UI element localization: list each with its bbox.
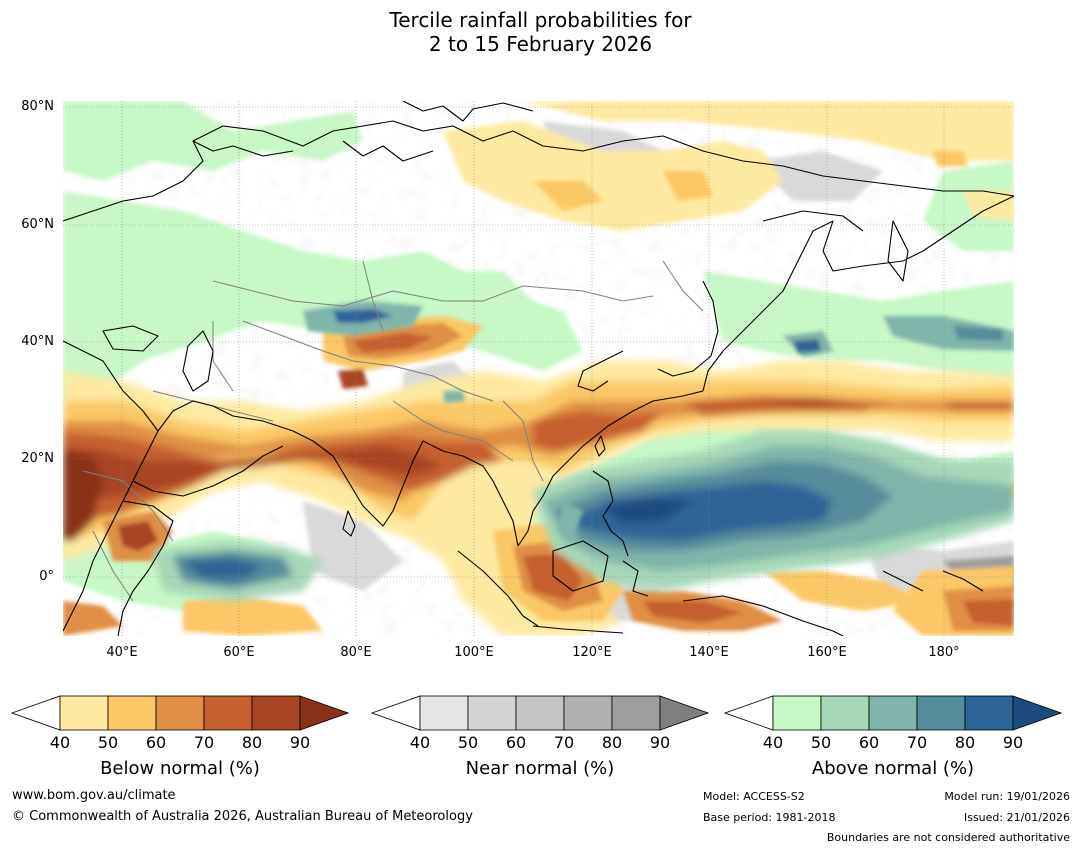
lon-label-120e: 120°E bbox=[572, 645, 612, 660]
above-normal-tick-label: 50 bbox=[810, 733, 832, 752]
above-normal-tick-label: 60 bbox=[858, 733, 880, 752]
below-normal-colorbar-segment bbox=[59, 695, 109, 731]
lon-label-40e: 40°E bbox=[106, 645, 138, 660]
near-normal-colorbar-segment bbox=[467, 695, 517, 731]
model-name: Model: ACCESS-S2 bbox=[703, 790, 805, 803]
near-normal-colorbar-segment bbox=[419, 695, 469, 731]
below-normal-horn-of-africa bbox=[103, 511, 173, 561]
country-borders bbox=[82, 260, 704, 602]
issued-date: Issued: 21/01/2026 bbox=[963, 811, 1070, 824]
below-normal-north-regions bbox=[443, 101, 1014, 231]
lon-label-80e: 80°E bbox=[340, 645, 372, 660]
below-normal-tick-label: 50 bbox=[97, 733, 119, 752]
near-normal-colorbar-segment bbox=[515, 695, 565, 731]
above-normal-colorbar-segment bbox=[964, 695, 1014, 731]
lat-label-0: 0° bbox=[39, 569, 54, 584]
lon-label-60e: 60°E bbox=[223, 645, 255, 660]
near-normal-tick-label: 90 bbox=[649, 733, 671, 752]
below-normal-tick-label: 60 bbox=[145, 733, 167, 752]
above-normal-tick-label: 40 bbox=[762, 733, 784, 752]
lat-label-40n: 40°N bbox=[21, 334, 54, 349]
near-normal-colorbar-title: Near normal (%) bbox=[465, 758, 615, 779]
below-normal-indonesia bbox=[63, 481, 1014, 636]
above-normal-colorbar-svg bbox=[723, 695, 1063, 731]
below-normal-colorbar-under-arrow bbox=[10, 695, 61, 731]
lat-label-80n: 80°N bbox=[21, 99, 54, 114]
copyright-text: © Commonwealth of Australia 2026, Austra… bbox=[12, 809, 473, 824]
below-normal-colorbar-segment bbox=[203, 695, 253, 731]
coastlines bbox=[63, 101, 1014, 636]
rainfall-probability-map[interactable] bbox=[63, 101, 1014, 636]
below-normal-colorbar-segment bbox=[107, 695, 157, 731]
base-period: Base period: 1981-2018 bbox=[703, 811, 836, 824]
boundaries-disclaimer: Boundaries are not considered authoritat… bbox=[826, 831, 1070, 844]
above-normal-colorbar-over-arrow bbox=[1012, 695, 1063, 731]
above-normal-tick-label: 90 bbox=[1002, 733, 1024, 752]
near-normal-colorbar-svg bbox=[370, 695, 710, 731]
title-line-2: 2 to 15 February 2026 bbox=[428, 32, 653, 56]
above-normal-tick-label: 70 bbox=[906, 733, 928, 752]
lat-label-20n: 20°N bbox=[21, 451, 54, 466]
above-normal-colorbar-segment bbox=[820, 695, 870, 731]
lon-label-140e: 140°E bbox=[689, 645, 729, 660]
near-normal-tick-label: 80 bbox=[601, 733, 623, 752]
below-normal-north-mid bbox=[533, 151, 968, 211]
near-normal-colorbar-segment bbox=[611, 695, 661, 731]
below-normal-tick-label: 80 bbox=[241, 733, 263, 752]
near-normal-tick-label: 60 bbox=[505, 733, 527, 752]
above-normal-tick-label: 80 bbox=[954, 733, 976, 752]
above-normal-colorbar-segment bbox=[916, 695, 966, 731]
above-normal-colorbar-segment bbox=[772, 695, 822, 731]
above-normal-colorbar-under-arrow bbox=[723, 695, 774, 731]
above-normal-colorbar bbox=[723, 695, 1063, 735]
above-normal-colorbar-title: Above normal (%) bbox=[811, 758, 975, 779]
map-svg bbox=[63, 101, 1014, 636]
above-normal-colorbar-segment bbox=[868, 695, 918, 731]
below-normal-tick-label: 40 bbox=[49, 733, 71, 752]
lon-label-100e: 100°E bbox=[454, 645, 494, 660]
model-run-date: Model run: 19/01/2026 bbox=[944, 790, 1070, 803]
near-normal-tick-label: 40 bbox=[409, 733, 431, 752]
near-normal-colorbar bbox=[370, 695, 710, 735]
near-normal-tick-label: 70 bbox=[553, 733, 575, 752]
below-normal-colorbar-segment bbox=[155, 695, 205, 731]
below-normal-colorbar bbox=[10, 695, 350, 735]
below-normal-tick-label: 70 bbox=[193, 733, 215, 752]
lon-label-160e: 160°E bbox=[807, 645, 847, 660]
above-normal-pacific bbox=[533, 431, 1014, 591]
below-normal-tick-label: 90 bbox=[289, 733, 311, 752]
title-line-1: Tercile rainfall probabilities for bbox=[389, 8, 692, 32]
near-normal-colorbar-under-arrow bbox=[370, 695, 421, 731]
near-normal-colorbar-over-arrow bbox=[659, 695, 710, 731]
below-normal-colorbar-over-arrow bbox=[299, 695, 350, 731]
near-normal-tick-label: 50 bbox=[457, 733, 479, 752]
near-normal-colorbar-segment bbox=[563, 695, 613, 731]
below-normal-colorbar-svg bbox=[10, 695, 350, 731]
lon-label-180: 180° bbox=[928, 645, 960, 660]
above-normal-indian-ocean bbox=[153, 541, 323, 601]
below-normal-colorbar-segment bbox=[251, 695, 301, 731]
website-url[interactable]: www.bom.gov.au/climate bbox=[12, 788, 176, 803]
chart-title: Tercile rainfall probabilities for 2 to … bbox=[0, 8, 1081, 56]
below-normal-colorbar-title: Below normal (%) bbox=[100, 758, 260, 779]
lat-label-60n: 60°N bbox=[21, 217, 54, 232]
